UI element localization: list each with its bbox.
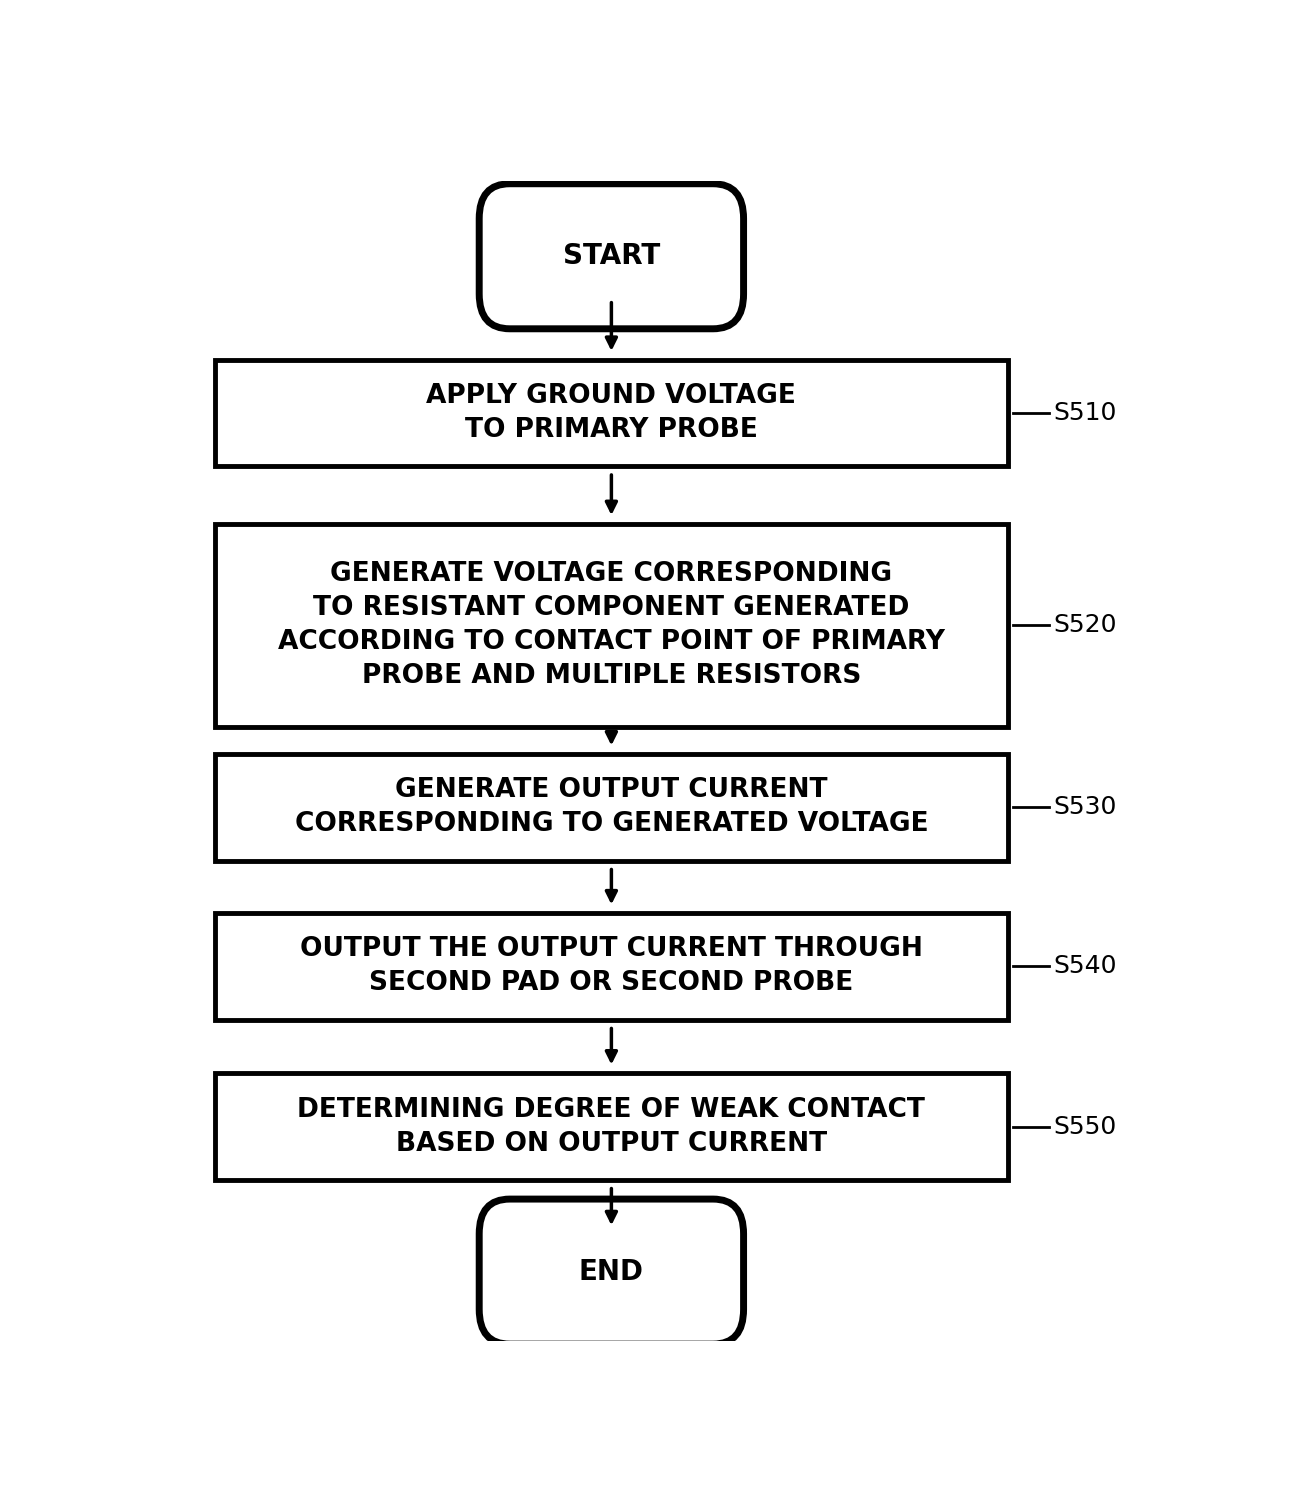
Text: S540: S540 [1054, 954, 1118, 978]
FancyBboxPatch shape [215, 360, 1008, 466]
Text: END: END [579, 1258, 644, 1285]
Text: APPLY GROUND VOLTAGE
TO PRIMARY PROBE: APPLY GROUND VOLTAGE TO PRIMARY PROBE [426, 383, 796, 443]
Text: S550: S550 [1054, 1115, 1117, 1139]
Text: START: START [563, 243, 660, 270]
Text: OUTPUT THE OUTPUT CURRENT THROUGH
SECOND PAD OR SECOND PROBE: OUTPUT THE OUTPUT CURRENT THROUGH SECOND… [300, 936, 922, 996]
FancyBboxPatch shape [479, 1200, 744, 1344]
FancyBboxPatch shape [215, 1073, 1008, 1180]
Text: GENERATE OUTPUT CURRENT
CORRESPONDING TO GENERATED VOLTAGE: GENERATE OUTPUT CURRENT CORRESPONDING TO… [295, 778, 928, 838]
Text: S520: S520 [1054, 613, 1118, 637]
FancyBboxPatch shape [215, 524, 1008, 726]
FancyBboxPatch shape [479, 184, 744, 329]
Text: DETERMINING DEGREE OF WEAK CONTACT
BASED ON OUTPUT CURRENT: DETERMINING DEGREE OF WEAK CONTACT BASED… [298, 1097, 925, 1156]
FancyBboxPatch shape [215, 913, 1008, 1020]
Text: S510: S510 [1054, 401, 1117, 425]
FancyBboxPatch shape [215, 754, 1008, 860]
Text: S530: S530 [1054, 796, 1117, 820]
Text: GENERATE VOLTAGE CORRESPONDING
TO RESISTANT COMPONENT GENERATED
ACCORDING TO CON: GENERATE VOLTAGE CORRESPONDING TO RESIST… [278, 561, 945, 689]
